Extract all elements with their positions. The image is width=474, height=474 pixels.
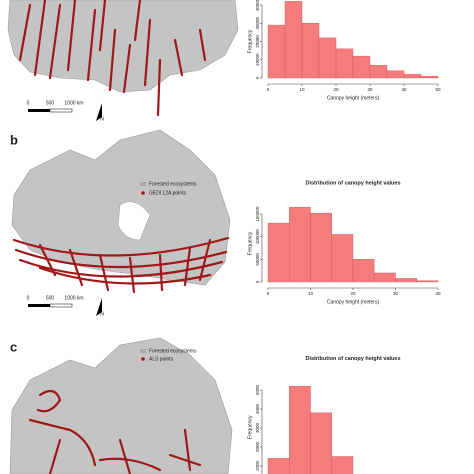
y-axis-label: Frequency [247,231,253,255]
chart-title: Distribution of canopy height values [305,356,400,362]
chart-title: Distribution of canopy height values [305,180,400,186]
bar [374,272,396,283]
y-tick-label: 3000 [255,422,260,433]
bar [386,70,405,79]
y-tick-label: 40000 [255,0,260,11]
legend-label: Forested ecosystems [149,181,197,187]
bar [369,65,388,79]
scale-bar-a: 0 500 1000 km N [27,100,105,122]
map-b [11,129,231,294]
y-axis-label: Frequency [247,29,253,53]
y-tick-label: 50000 [255,253,260,266]
bar [318,37,337,79]
bar [267,458,290,474]
scale-label: 500 [46,100,55,106]
bar [352,259,375,283]
legend-label: GEDI L2A points [149,190,186,196]
scale-label: 1000 km [64,100,83,106]
y-tick-label: 10000 [255,53,260,66]
y-tick-label: 5000 [255,384,260,395]
scale-label: 500 [46,295,55,301]
map-a [7,0,239,117]
bar [403,74,422,79]
x-tick-label: 30 [393,291,399,296]
bar [289,386,311,474]
y-tick-label: 100000 [255,229,260,245]
scale-label: 0 [27,295,30,301]
bar [289,207,311,283]
x-tick-label: 30 [367,87,373,92]
scale-label: 1000 km [64,295,83,301]
y-tick-label: 0 [255,76,260,79]
y-tick-label: 4000 [255,403,260,414]
bar [331,234,354,283]
panel-letter: b [10,132,18,147]
legend-label: Forested ecosystems [149,348,197,354]
map-c [9,337,233,474]
bar [284,1,303,79]
bar [416,280,439,283]
y-tick-label: 150000 [255,206,260,222]
x-axis-label: Canopy height (meters) [327,95,380,101]
y-axis-label: Frequency [247,415,253,439]
histogram: 0 10000 20000 30000 40000 Frequency 0 10 20 30 40 5… [247,0,441,101]
bar [395,278,417,283]
bar [267,24,286,79]
histogram: Distribution of canopy height values 0 500… [247,180,441,305]
scale-bar-b: 0 500 1000 km N [27,295,105,317]
legend-label: ALS points [149,356,174,362]
x-tick-label: 10 [299,87,305,92]
y-tick-label: 2000 [255,441,260,452]
x-tick-label: 40 [435,291,441,296]
north-label: N [100,116,104,122]
panel-letter: c [10,339,17,354]
bar [310,212,332,283]
bar [331,456,354,474]
y-tick-label: 20000 [255,35,260,48]
y-tick-label: 1000 [255,460,260,471]
bar [352,55,371,79]
bar [267,222,290,283]
x-tick-label: 40 [401,87,407,92]
x-tick-label: 20 [350,291,356,296]
north-label: N [100,311,104,317]
legend-c: Forested ecosystems ALS points [140,348,197,362]
x-tick-label: 10 [308,291,314,296]
legend-b: Forested ecosystems GEDI L2A points [140,181,197,196]
bar [301,23,320,79]
bar [420,75,439,79]
y-tick-label: 30000 [255,16,260,29]
bar [310,412,332,474]
bar [335,48,354,79]
y-tick-label: 0 [255,280,260,283]
x-tick-label: 20 [333,87,339,92]
histogram: Distribution of canopy height values0100… [247,356,401,474]
x-axis-label: Canopy height (meters) [327,299,380,305]
scale-label: 0 [27,100,30,106]
x-tick-label: 50 [435,87,441,92]
x-tick-label: 0 [267,291,270,296]
x-tick-label: 0 [267,87,270,92]
